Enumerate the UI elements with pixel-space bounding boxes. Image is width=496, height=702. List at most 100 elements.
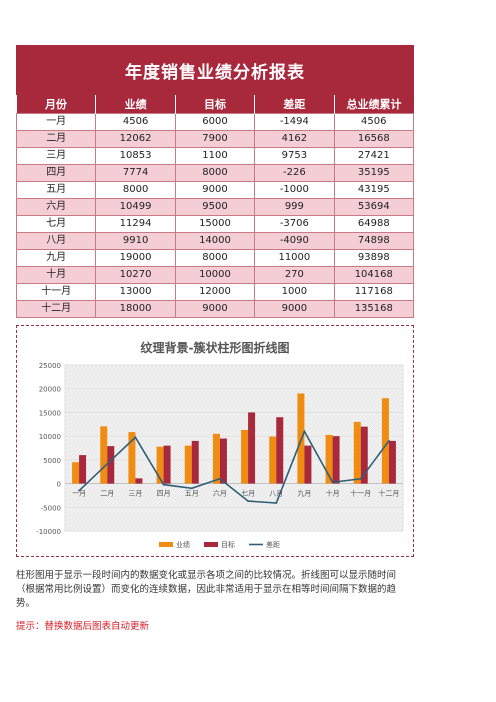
x-tick-label: 五月 <box>185 490 199 498</box>
column-header: 差距 <box>254 95 335 114</box>
bar-actual <box>353 421 361 484</box>
bar-target <box>304 445 312 484</box>
table-cell: 53694 <box>333 198 415 216</box>
sales-table: 月份 业绩 目标 差距 总业绩累计 一月 4506 6000 -1494 4506 二月 12062… <box>15 95 415 318</box>
table-cell: -4090 <box>254 232 335 250</box>
chart-description: 柱形图用于显示一段时间内的数据变化或显示各项之间的比较情况。折线图可以显示随时间… <box>16 570 397 609</box>
table-cell: -1000 <box>254 181 335 199</box>
y-tick-label: -10000 <box>36 528 61 536</box>
table-row: 六月 10499 9500 999 53694 <box>15 198 415 216</box>
update-hint: 提示：替换数据后图表自动更新 <box>16 621 150 632</box>
line-point <box>275 502 278 504</box>
line-point <box>247 500 249 503</box>
y-tick-label: -5000 <box>41 504 61 512</box>
y-tick-label: 10000 <box>39 433 61 441</box>
x-tick-label: 三月 <box>128 490 142 498</box>
legend-label: 业绩 <box>176 540 190 549</box>
x-tick-label: 四月 <box>157 490 171 498</box>
table-row: 五月 8000 9000 -1000 43195 <box>15 181 415 199</box>
bar-actual <box>212 433 220 484</box>
table-cell: 10270 <box>95 266 176 284</box>
table-cell: 13000 <box>95 283 176 301</box>
column-header: 总业绩累计 <box>334 95 414 114</box>
table-cell: 二月 <box>15 130 97 148</box>
bar-target <box>163 445 171 484</box>
line-point <box>190 487 193 490</box>
x-tick-label: 十二月 <box>378 489 399 498</box>
table-cell: -1494 <box>254 113 335 131</box>
table-cell: -3706 <box>254 215 335 233</box>
table-cell: 12062 <box>95 130 176 148</box>
table-cell: 104168 <box>333 266 415 284</box>
bar-actual <box>72 462 80 484</box>
table-cell: 1000 <box>254 283 335 301</box>
line-point <box>106 462 109 465</box>
table-row: 一月 4506 6000 -1494 4506 <box>15 113 415 131</box>
table-cell: -226 <box>254 164 335 182</box>
x-tick-label: 十月 <box>326 489 340 498</box>
table-cell: 9000 <box>174 300 256 318</box>
bar-actual <box>100 426 108 484</box>
table-cell: 三月 <box>15 147 97 165</box>
series-line-gap <box>78 429 390 504</box>
table-cell: 9000 <box>254 300 335 318</box>
table-cell: 四月 <box>15 164 97 182</box>
bar-target <box>388 440 396 484</box>
table-row: 三月 10853 1100 9753 27421 <box>15 147 415 165</box>
table-cell: 8000 <box>174 249 256 267</box>
line-point <box>162 483 165 486</box>
bar-target <box>219 438 227 484</box>
table-cell: 十二月 <box>15 300 97 318</box>
table-cell: 9910 <box>95 232 176 250</box>
x-tick-label: 十一月 <box>350 489 371 498</box>
table-cell: 999 <box>254 198 335 216</box>
table-cell: 14000 <box>174 232 256 250</box>
legend-swatch <box>159 542 173 547</box>
table-cell: 八月 <box>15 232 97 250</box>
table-cell: 9500 <box>174 198 256 216</box>
legend-label: 差距 <box>266 540 280 549</box>
table-cell: 十一月 <box>15 283 97 301</box>
line-point <box>78 489 80 492</box>
y-tick-label: 20000 <box>39 386 61 394</box>
table-cell: 64988 <box>333 215 415 233</box>
table-cell: 9000 <box>174 181 256 199</box>
table-cell: 10000 <box>174 266 256 284</box>
table-cell: 1100 <box>174 147 256 165</box>
table-cell: 一月 <box>15 113 97 131</box>
table-cell: 270 <box>254 266 335 284</box>
table-cell: 43195 <box>333 181 415 199</box>
table-cell: 6000 <box>174 113 256 131</box>
table-cell: 27421 <box>333 147 415 165</box>
x-tick-label: 六月 <box>213 489 227 498</box>
chart-title: 纹理背景-簇状柱形图折线图 <box>141 340 290 355</box>
table-row: 十月 10270 10000 270 104168 <box>15 266 415 284</box>
table-cell: 11000 <box>254 249 335 267</box>
table-cell: 六月 <box>15 198 97 216</box>
x-tick-label: 八月 <box>269 490 283 498</box>
combo-chart: 纹理背景-簇状柱形图折线图 -10000 -5000 0 5000 10000 15000… <box>36 340 404 549</box>
bar-target <box>332 436 340 484</box>
y-tick-label: 0 <box>57 481 61 489</box>
bar-target <box>248 412 256 484</box>
x-tick-label: 七月 <box>241 489 255 498</box>
table-cell: 九月 <box>15 249 97 267</box>
y-tick-label: 5000 <box>43 457 61 465</box>
table-cell: 8000 <box>95 181 176 199</box>
bar-actual <box>241 430 249 484</box>
table-cell: 五月 <box>15 181 97 199</box>
table-row: 二月 12062 7900 4162 16568 <box>15 130 415 148</box>
line-point <box>388 439 390 442</box>
table-cell: 93898 <box>333 249 415 267</box>
bar-actual <box>156 446 164 484</box>
bar-target <box>191 440 199 484</box>
column-header: 业绩 <box>95 95 176 114</box>
bar-actual <box>128 432 136 484</box>
x-tick-label: 二月 <box>100 490 114 498</box>
column-header: 月份 <box>16 95 97 114</box>
table-cell: 35195 <box>333 164 415 182</box>
table-cell: 135168 <box>333 300 415 318</box>
table-row: 七月 11294 15000 -3706 64988 <box>15 215 415 233</box>
column-header: 目标 <box>175 95 256 114</box>
x-tick-label: 九月 <box>297 489 311 498</box>
